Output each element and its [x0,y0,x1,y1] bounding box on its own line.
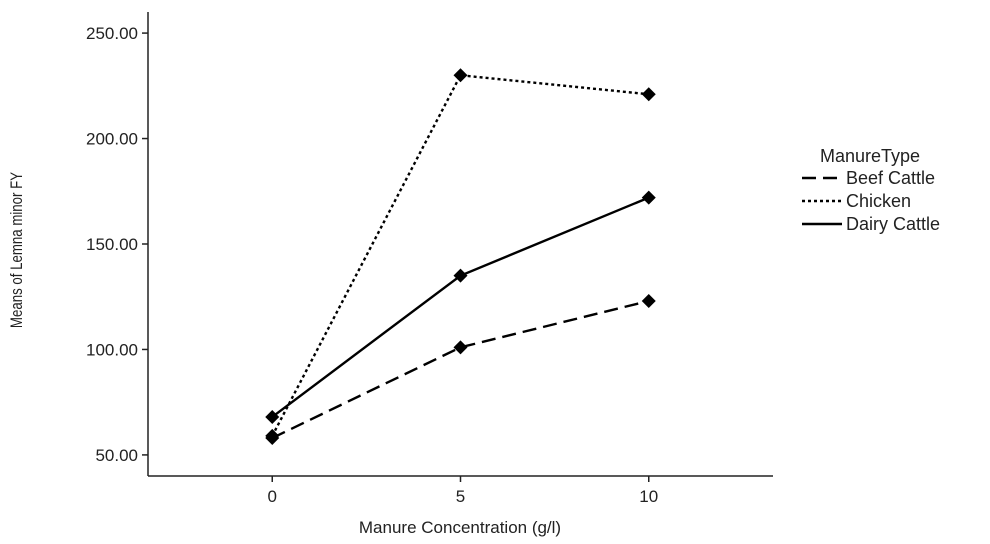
data-point-marker [265,409,280,424]
data-point-marker [641,190,656,205]
x-tick-label: 0 [268,487,277,506]
y-tick-label: 250.00 [86,24,138,43]
x-tick-label: 5 [456,487,465,506]
legend-title: ManureType [820,146,920,166]
data-point-marker [265,428,280,443]
x-axis-title: Manure Concentration (g/l) [359,518,561,537]
axes: 50.00 100.00 150.00 200.00 250.00 0 5 10 [86,12,773,506]
data-point-marker [453,68,468,83]
series-layer [265,68,656,446]
legend: ManureType Beef Cattle Chicken Dairy Cattl… [802,146,940,234]
legend-item: Dairy Cattle [802,214,940,234]
series-beef-cattle [265,293,656,446]
series-line [271,73,649,437]
legend-item: Chicken [802,191,911,211]
series-line [271,196,650,418]
y-tick-label: 150.00 [86,235,138,254]
series-line [271,299,650,440]
y-ticks: 50.00 100.00 150.00 200.00 250.00 [86,24,148,465]
data-point-marker [453,268,468,283]
legend-label: Chicken [846,191,911,211]
y-tick-label: 100.00 [86,340,138,359]
legend-label: Beef Cattle [846,168,935,188]
legend-label: Dairy Cattle [846,214,940,234]
data-point-marker [641,87,656,102]
legend-items: Beef Cattle Chicken Dairy Cattle [802,168,940,234]
legend-item: Beef Cattle [802,168,935,188]
y-tick-label: 200.00 [86,130,138,149]
series-dairy-cattle [265,190,656,424]
x-tick-label: 10 [639,487,658,506]
data-point-marker [453,340,468,355]
series-chicken [265,68,656,443]
y-tick-label: 50.00 [95,446,138,465]
y-axis-title: Means of Lemna minor FY [8,172,27,328]
data-point-marker [641,293,656,308]
x-ticks: 0 5 10 [268,476,658,506]
